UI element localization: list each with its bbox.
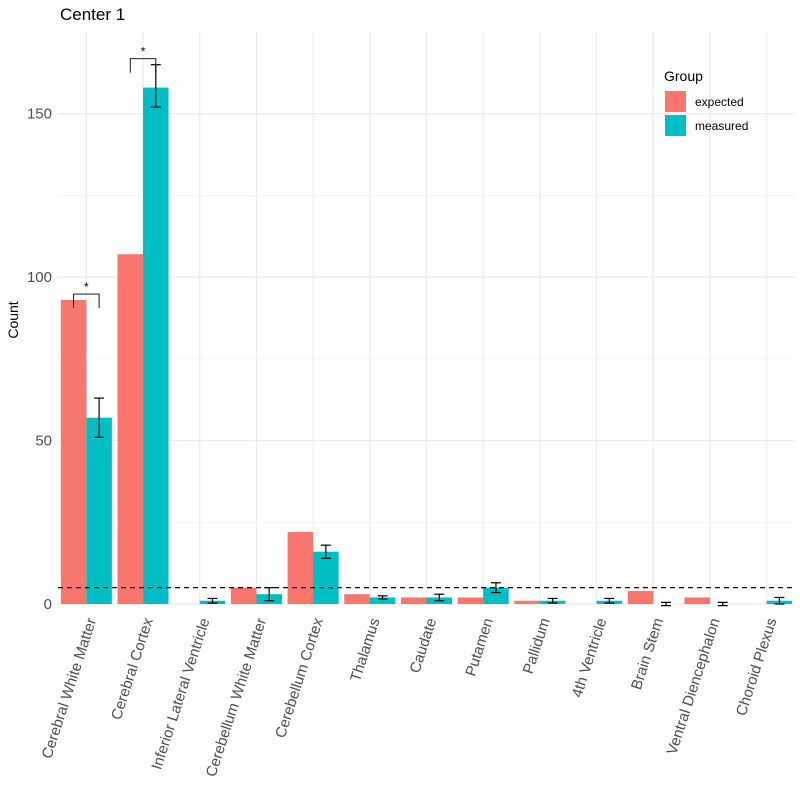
x-tick-label: Putamen [462,616,497,678]
bar-measured [143,87,169,604]
error-bar [774,596,785,605]
y-tick-label: 50 [35,433,52,450]
bar-measured [313,551,339,604]
error-bar [264,587,275,602]
y-tick-label: 100 [27,269,52,286]
significance-markers: ** [73,45,157,309]
x-tick-label: Thalamus [347,616,384,684]
error-bar [320,544,331,559]
chart-title: Center 1 [60,5,125,24]
legend: Group expected measured [664,68,748,136]
legend-swatch [665,115,686,136]
legend-item-measured: measured [665,115,748,136]
legend-label: measured [695,119,748,133]
bar-expected [230,587,257,604]
bar-measured [483,587,509,604]
legend-title: Group [664,68,703,84]
grid [58,32,795,605]
x-tick-label: Inferior Lateral Ventricle [148,616,213,772]
bar-expected [287,532,314,604]
x-tick-label: 4th Ventricle [569,616,611,700]
error-bar [547,597,558,604]
y-axis-label: Count [5,301,21,338]
legend-item-expected: expected [665,91,744,112]
x-axis: Cerebral White Matter Cerebral CortexInfe… [39,616,781,779]
bar-expected [60,300,87,604]
x-tick-label: Choroid Plexus [733,616,781,718]
x-tick-label: Caudate [407,616,441,675]
bar-expected [400,597,427,604]
error-bar [490,582,501,594]
bracket-line [129,58,157,73]
error-bar [661,601,672,607]
significance-bracket: * [129,45,157,73]
error-bar [604,597,615,604]
x-tick-label: Cerebellum Cortex [272,616,327,741]
error-bar [717,601,728,607]
bars [58,87,795,604]
bar-expected [117,254,144,604]
y-axis: 0 50 100 150 [27,106,52,613]
legend-label: expected [695,95,744,109]
bar-expected [627,590,654,604]
bar-measured [86,417,112,604]
significance-label: * [84,280,89,294]
bar-expected [514,600,540,604]
error-bar [94,397,105,438]
bar-expected [344,594,370,604]
y-tick-label: 0 [44,596,52,613]
significance-label: * [141,45,146,59]
legend-items: expected measured [665,91,748,136]
error-bar [377,595,388,600]
x-tick-label: Cerebral White Matter [39,616,101,761]
x-tick-label: Ventral Diencephalon [664,616,724,757]
x-tick-label: Brain Stem [628,616,667,692]
legend-swatch [665,91,686,112]
bracket-line [73,293,100,309]
x-tick-label: Cerebral Cortex [108,616,157,722]
bar-measured [369,597,396,604]
bar-expected [684,597,710,604]
x-tick-label: Cerebellum White Matter [203,616,270,779]
bar-expected [457,597,484,604]
error-bar [434,593,445,602]
error-bars [94,64,785,607]
x-tick-label: Pallidum [520,616,554,676]
error-bar [207,597,218,604]
significance-bracket: * [73,280,100,309]
y-tick-label: 150 [27,106,52,123]
